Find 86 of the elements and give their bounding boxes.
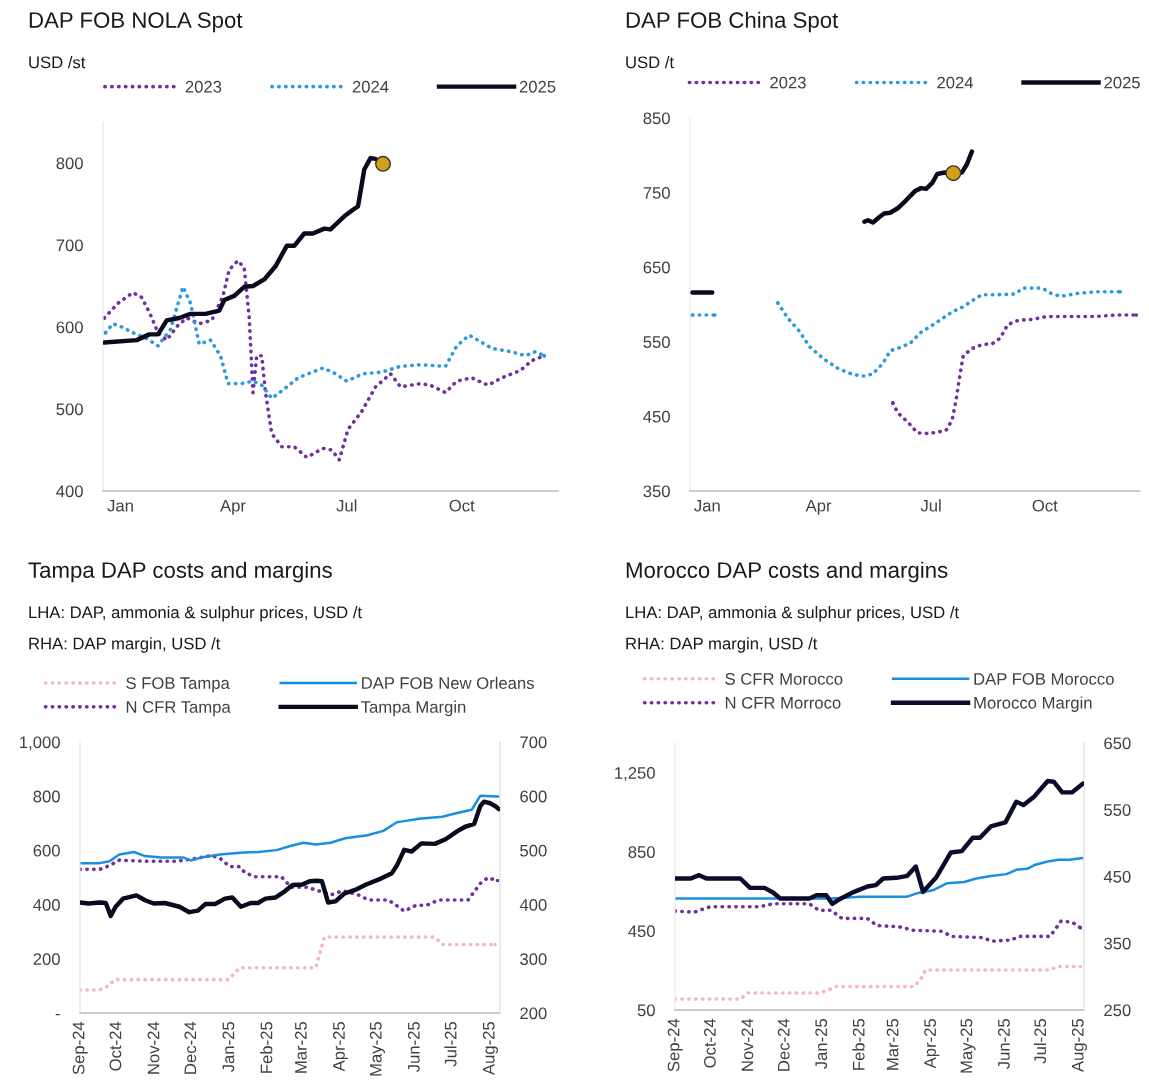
- y-tick-label: 850: [643, 112, 670, 125]
- y2-tick-label: 650: [1104, 737, 1131, 750]
- x-tick-label: Jan: [107, 499, 133, 512]
- y-tick-label: 800: [56, 157, 83, 170]
- chart-title: Tampa DAP costs and margins: [28, 561, 332, 583]
- y-tick-label: 600: [33, 844, 60, 857]
- x-tick-label: May-25: [369, 1022, 385, 1076]
- y2-tick-label: 200: [520, 1007, 547, 1020]
- legend-label: S CFR Morocco: [725, 673, 843, 685]
- legend-label: N CFR Tampa: [126, 701, 231, 717]
- x-tick-label: Oct-24: [703, 1018, 716, 1068]
- y-tick-label: 200: [33, 953, 60, 965]
- legend-label: 2025: [1104, 76, 1140, 89]
- y-tick-label: 800: [33, 790, 60, 803]
- x-tick-label: Apr: [220, 499, 246, 515]
- x-tick-label: Jul: [920, 499, 941, 512]
- x-tick-label: Oct-24: [109, 1021, 122, 1071]
- chart-subtitle: USD /st: [29, 56, 86, 69]
- x-tick-label: Nov-24: [741, 1018, 754, 1071]
- y-tick-label: 650: [643, 261, 670, 274]
- x-tick-label: Aug-25: [482, 1022, 498, 1076]
- x-tick-label: Feb-25: [260, 1022, 273, 1073]
- legend-label: 2023: [770, 76, 806, 89]
- x-tick-label: Jan-25: [222, 1022, 235, 1073]
- y-tick-label: 1,250: [615, 767, 655, 781]
- legend-label: Tampa Margin: [361, 700, 466, 717]
- x-tick-label: Apr-25: [924, 1019, 940, 1069]
- chart-title: DAP FOB NOLA Spot: [29, 12, 243, 33]
- x-tick-label: Sep-24: [72, 1021, 88, 1075]
- y-tick-label: 600: [56, 321, 83, 334]
- x-tick-label: Apr: [805, 499, 832, 515]
- y-tick-label: 500: [56, 403, 83, 416]
- y2-tick-label: 450: [1103, 870, 1131, 883]
- y-tick-label: 400: [33, 899, 60, 911]
- x-tick-label: Sep-24: [667, 1018, 683, 1072]
- chart-title: DAP FOB China Spot: [626, 11, 839, 33]
- x-tick-label: Jun-25: [998, 1019, 1010, 1070]
- x-tick-label: Aug-25: [1071, 1019, 1087, 1073]
- y-tick-label: 750: [643, 187, 670, 199]
- x-tick-label: Dec-24: [184, 1021, 197, 1074]
- x-tick-label: Mar-25: [886, 1019, 899, 1070]
- legend-label: 2024: [352, 80, 389, 93]
- y2-tick-label: 350: [1104, 937, 1131, 950]
- x-tick-label: Dec-24: [777, 1018, 790, 1071]
- y2-tick-label: 250: [1104, 1004, 1131, 1017]
- y-tick-label: 450: [628, 925, 655, 938]
- y2-tick-label: 700: [520, 736, 547, 749]
- legend-label: DAP FOB New Orleans: [362, 676, 534, 689]
- x-tick-label: Jul: [336, 499, 357, 512]
- y-tick-label: 50: [637, 1004, 655, 1017]
- y-tick-label: 400: [56, 485, 83, 498]
- y-tick-label: 850: [628, 846, 655, 858]
- x-tick-label: Nov-24: [147, 1021, 160, 1074]
- chart-subtitle: USD /t: [626, 56, 674, 69]
- legend-label: DAP FOB Morocco: [974, 673, 1114, 685]
- x-tick-label: Feb-25: [852, 1019, 865, 1070]
- y-tick-label: 550: [643, 336, 670, 348]
- y-tick-label: -: [55, 1013, 60, 1016]
- legend-label: 2023: [185, 80, 222, 93]
- y2-tick-label: 550: [1104, 804, 1131, 816]
- x-tick-label: Oct: [449, 499, 475, 512]
- y-tick-label: 1,000: [20, 736, 60, 751]
- y-tick-label: 350: [643, 485, 670, 498]
- y-tick-label: 700: [56, 239, 83, 252]
- x-tick-label: Apr-25: [333, 1022, 349, 1072]
- x-tick-label: Jan: [694, 499, 720, 512]
- legend-label: 2024: [937, 76, 974, 89]
- y2-tick-label: 400: [519, 899, 547, 911]
- x-tick-label: Jul-25: [444, 1022, 457, 1067]
- y2-tick-label: 500: [520, 844, 547, 857]
- legend-label: S FOB Tampa: [126, 677, 230, 693]
- x-tick-label: May-25: [960, 1019, 976, 1073]
- chart-subtitle: LHA: DAP, ammonia & sulphur prices, USD /t RHA: DAP margin, USD /t: [626, 606, 959, 653]
- legend-label: 2025: [519, 80, 556, 93]
- chart-subtitle: LHA: DAP, ammonia & sulphur prices, USD /t RHA: DAP margin, USD /t: [29, 606, 362, 653]
- legend-label: Morocco Margin: [974, 696, 1092, 712]
- chart-title: Morocco DAP costs and margins: [626, 561, 948, 583]
- y2-tick-label: 600: [520, 790, 547, 803]
- x-tick-label: Jun-25: [407, 1022, 420, 1073]
- x-tick-label: Jan-25: [815, 1019, 828, 1070]
- x-tick-label: Mar-25: [294, 1022, 307, 1073]
- x-tick-label: Jul-25: [1033, 1019, 1047, 1064]
- legend-label: N CFR Morroco: [725, 696, 841, 709]
- x-tick-label: Oct: [1032, 499, 1058, 512]
- y2-tick-label: 300: [520, 953, 547, 965]
- y-tick-label: 450: [643, 410, 670, 423]
